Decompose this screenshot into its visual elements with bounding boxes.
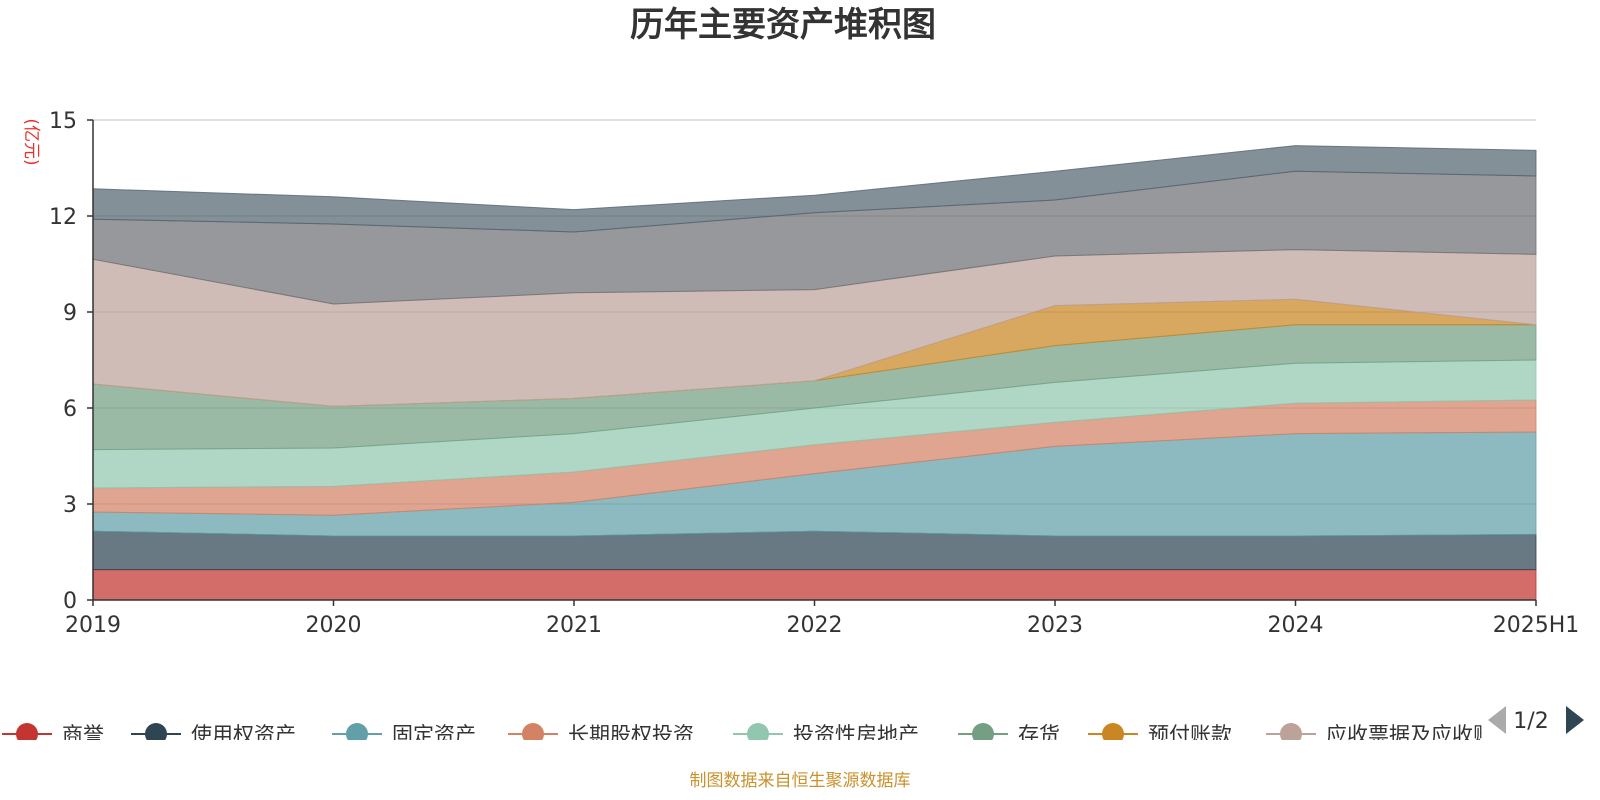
legend-circle-icon — [145, 723, 167, 740]
legend-item[interactable]: 长期股权投资 — [508, 723, 694, 747]
legend-page-indicator: 1/2 — [1513, 709, 1548, 734]
legend-item[interactable]: 预付账款 — [1088, 723, 1232, 747]
legend-label: 存货 — [1018, 723, 1060, 747]
legend-prev-page-icon[interactable] — [1488, 706, 1506, 734]
legend-item[interactable]: 存货 — [958, 723, 1060, 747]
legend-item[interactable]: 使用权资产 — [131, 723, 296, 747]
legend-label: 固定资产 — [392, 723, 476, 747]
x-tick-label: 2020 — [306, 613, 362, 638]
x-tick-label: 2025H1 — [1493, 613, 1580, 638]
legend-circle-icon — [1280, 723, 1302, 740]
legend-label: 应收票据及应收账款 — [1326, 723, 1515, 747]
legend-label: 预付账款 — [1148, 723, 1232, 747]
y-tick-label: 9 — [63, 301, 77, 326]
legend[interactable]: 商誉 使用权资产 固定资产 长期股权投资 投资性房地产 存货 预付账款 应收票据及应收账款 — [2, 723, 1515, 747]
y-tick-label: 0 — [63, 589, 77, 614]
x-tick-label: 2024 — [1268, 613, 1324, 638]
y-tick-label: 15 — [49, 109, 77, 134]
x-tick-label: 2019 — [65, 613, 121, 638]
legend-circle-icon — [747, 723, 769, 740]
y-axis-ticks: 0 3 6 9 12 15 — [49, 109, 93, 614]
legend-next-page-icon[interactable] — [1566, 706, 1584, 734]
x-tick-label: 2021 — [546, 613, 602, 638]
legend-label: 使用权资产 — [191, 723, 296, 747]
legend-label: 商誉 — [62, 723, 104, 747]
y-tick-label: 6 — [63, 397, 77, 422]
legend-circle-icon — [972, 723, 994, 740]
legend-circle-icon — [16, 723, 38, 740]
x-tick-label: 2022 — [787, 613, 843, 638]
data-source-note: 制图数据来自恒生聚源数据库 — [690, 771, 911, 791]
legend-pager[interactable]: 1/2 — [1488, 706, 1584, 734]
legend-item[interactable]: 投资性房地产 — [733, 723, 919, 747]
area-series-2 — [92, 530, 1537, 571]
area-series-1 — [92, 569, 1537, 601]
chart-title: 历年主要资产堆积图 — [630, 5, 936, 45]
y-tick-label: 3 — [63, 493, 77, 518]
legend-item[interactable]: 应收票据及应收账款 — [1266, 723, 1515, 747]
y-tick-label: 12 — [49, 205, 77, 230]
legend-circle-icon — [346, 723, 368, 740]
x-tick-label: 2023 — [1027, 613, 1083, 638]
legend-circle-icon — [522, 723, 544, 740]
area-series-10 — [92, 145, 1537, 233]
legend-item[interactable]: 商誉 — [2, 723, 104, 747]
y-axis-unit-label: (亿元) — [21, 118, 41, 165]
legend-item[interactable]: 固定资产 — [332, 723, 476, 747]
legend-label: 长期股权投资 — [568, 723, 694, 747]
legend-circle-icon — [1102, 723, 1124, 740]
x-axis-ticks: 2019 2020 2021 2022 2023 2024 2025H1 — [65, 600, 1579, 638]
area-series-group — [92, 145, 1537, 601]
legend-label: 投资性房地产 — [793, 723, 919, 747]
